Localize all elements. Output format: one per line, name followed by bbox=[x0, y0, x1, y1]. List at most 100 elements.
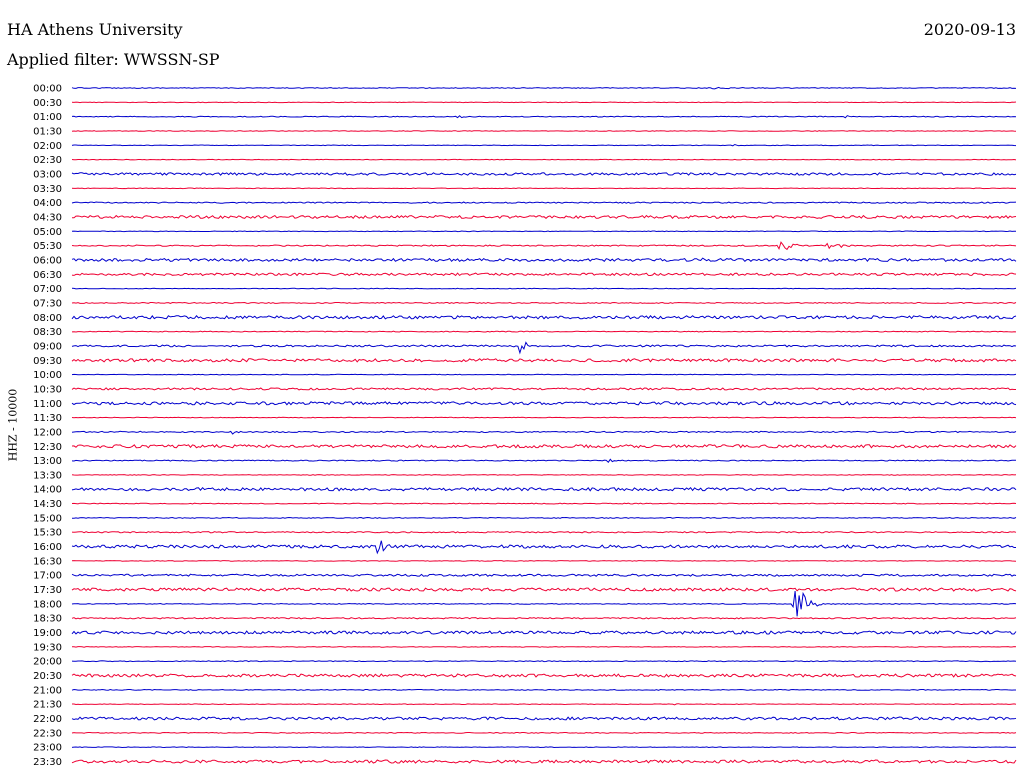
time-tick-label: 18:00 bbox=[33, 599, 62, 610]
trace-line bbox=[71, 315, 1017, 320]
time-tick-label: 03:30 bbox=[33, 184, 62, 195]
time-tick-label: 01:00 bbox=[33, 112, 62, 123]
trace-line bbox=[71, 86, 1017, 90]
trace-line bbox=[71, 373, 1017, 376]
trace-line bbox=[71, 573, 1017, 577]
trace-line bbox=[71, 201, 1017, 204]
trace-line bbox=[71, 130, 1017, 132]
trace-line bbox=[72, 646, 1017, 648]
filter-label: Applied filter: WWSSN-SP bbox=[7, 50, 220, 69]
time-tick-label: 16:00 bbox=[33, 542, 62, 553]
trace-line bbox=[71, 301, 1017, 304]
time-tick-label: 05:00 bbox=[33, 227, 62, 238]
trace-line bbox=[71, 230, 1017, 233]
time-tick-label: 16:30 bbox=[33, 556, 62, 567]
trace-line bbox=[71, 330, 1017, 333]
trace-line bbox=[71, 358, 1017, 363]
trace-line bbox=[72, 703, 1017, 706]
time-tick-label: 05:30 bbox=[33, 241, 62, 252]
date-label: 2020-09-13 bbox=[923, 20, 1016, 39]
trace-line bbox=[71, 731, 1017, 734]
trace-line bbox=[71, 430, 1017, 435]
trace-line bbox=[71, 444, 1017, 449]
time-tick-label: 21:00 bbox=[33, 685, 62, 696]
time-tick-label: 06:30 bbox=[33, 270, 62, 281]
trace-line bbox=[71, 688, 1016, 691]
time-tick-label: 21:30 bbox=[33, 700, 62, 711]
time-tick-label: 11:00 bbox=[33, 399, 62, 410]
trace-line bbox=[71, 716, 1017, 721]
time-tick-label: 00:30 bbox=[33, 98, 62, 109]
trace-line bbox=[71, 673, 1017, 678]
time-tick-label: 17:00 bbox=[33, 571, 62, 582]
time-tick-label: 03:00 bbox=[33, 169, 62, 180]
trace-line bbox=[71, 416, 1017, 419]
time-tick-label: 19:00 bbox=[33, 628, 62, 639]
trace-line bbox=[71, 591, 1017, 617]
time-tick-label: 10:00 bbox=[33, 370, 62, 381]
time-tick-label: 13:00 bbox=[33, 456, 62, 467]
time-tick-label: 06:00 bbox=[33, 255, 62, 266]
time-tick-label: 07:30 bbox=[33, 298, 62, 309]
time-tick-label: 12:30 bbox=[33, 442, 62, 453]
station-title: HA Athens University bbox=[7, 20, 183, 39]
time-tick-label: 22:30 bbox=[33, 728, 62, 739]
time-tick-label: 09:30 bbox=[33, 356, 62, 367]
time-tick-label: 17:30 bbox=[33, 585, 62, 596]
trace-line bbox=[71, 287, 1017, 290]
time-tick-label: 07:00 bbox=[33, 284, 62, 295]
time-tick-label: 18:30 bbox=[33, 614, 62, 625]
trace-line bbox=[71, 531, 1017, 534]
time-tick-label: 02:30 bbox=[33, 155, 62, 166]
trace-line bbox=[71, 187, 1016, 190]
time-tick-label: 13:30 bbox=[33, 470, 62, 481]
time-tick-label: 23:00 bbox=[33, 743, 62, 754]
time-tick-label: 14:30 bbox=[33, 499, 62, 510]
time-tick-label: 11:30 bbox=[33, 413, 62, 424]
trace-line bbox=[71, 474, 1017, 476]
time-tick-label: 04:00 bbox=[33, 198, 62, 209]
trace-line bbox=[71, 341, 1017, 355]
trace-line bbox=[71, 486, 1017, 492]
time-tick-label: 10:30 bbox=[33, 384, 62, 395]
trace-line bbox=[71, 257, 1017, 263]
trace-line bbox=[71, 617, 1017, 620]
time-tick-label: 20:30 bbox=[33, 671, 62, 682]
time-tick-label: 08:00 bbox=[33, 313, 62, 324]
trace-line bbox=[71, 587, 1017, 592]
time-tick-label: 15:30 bbox=[33, 528, 62, 539]
time-tick-label: 15:00 bbox=[33, 513, 62, 524]
time-tick-label: 09:00 bbox=[33, 341, 62, 352]
trace-line bbox=[71, 101, 1017, 104]
time-tick-label: 04:30 bbox=[33, 212, 62, 223]
time-tick-label: 00:00 bbox=[33, 84, 62, 95]
time-tick-label: 02:00 bbox=[33, 141, 62, 152]
time-tick-label: 14:00 bbox=[33, 485, 62, 496]
trace-line bbox=[71, 115, 1017, 119]
trace-line bbox=[71, 241, 1017, 251]
trace-line bbox=[71, 387, 1016, 391]
trace-line bbox=[72, 516, 1017, 519]
trace-line bbox=[71, 560, 1017, 562]
trace-line bbox=[71, 272, 1017, 277]
time-tick-label: 20:00 bbox=[33, 657, 62, 668]
trace-group bbox=[71, 86, 1017, 764]
trace-line bbox=[71, 172, 1017, 176]
trace-line bbox=[71, 502, 1017, 505]
tick-label-group: 00:00 00:30 01:00 01:30 02:00 02:30 03:00 03:30… bbox=[33, 84, 62, 769]
time-tick-label: 22:00 bbox=[33, 714, 62, 725]
trace-line bbox=[71, 759, 1017, 764]
time-tick-label: 12:00 bbox=[33, 427, 62, 438]
trace-line bbox=[71, 401, 1017, 406]
trace-line bbox=[71, 158, 1017, 161]
trace-line bbox=[71, 746, 1017, 749]
time-tick-label: 01:30 bbox=[33, 126, 62, 137]
trace-line bbox=[71, 458, 1017, 463]
time-tick-label: 19:30 bbox=[33, 642, 62, 653]
trace-line bbox=[71, 630, 1017, 635]
trace-line bbox=[71, 660, 1017, 663]
time-tick-label: 23:30 bbox=[33, 757, 62, 768]
trace-line bbox=[71, 540, 1016, 555]
time-tick-label: 08:30 bbox=[33, 327, 62, 338]
